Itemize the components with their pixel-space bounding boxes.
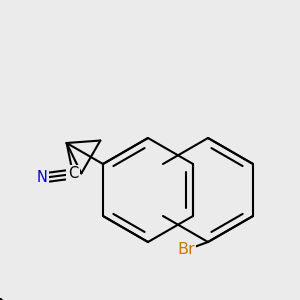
- Text: Br: Br: [177, 242, 195, 257]
- Text: N: N: [37, 170, 47, 185]
- Text: C: C: [68, 167, 78, 182]
